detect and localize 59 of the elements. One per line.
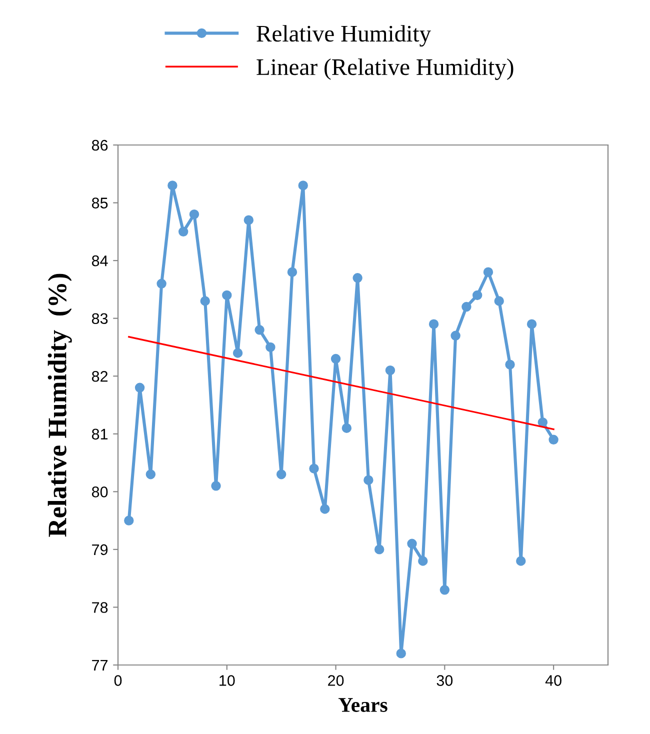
point xyxy=(124,516,134,526)
point xyxy=(483,267,494,277)
point xyxy=(276,469,286,480)
point xyxy=(309,464,319,474)
legend-label: Relative Humidity xyxy=(256,25,431,47)
y-tick-label: 78 xyxy=(92,602,108,613)
point xyxy=(526,319,537,329)
point xyxy=(287,267,298,277)
x-tick-label: 40 xyxy=(545,675,562,686)
point xyxy=(266,342,276,352)
point xyxy=(450,330,460,341)
x-tick-label: 20 xyxy=(328,675,344,686)
point xyxy=(494,296,504,306)
y-axis-title: Relative Humidity (%) xyxy=(48,274,72,537)
point xyxy=(254,325,264,335)
point xyxy=(548,434,558,445)
point xyxy=(505,360,515,370)
point xyxy=(222,290,232,300)
point xyxy=(342,423,352,433)
y-tick-label: 80 xyxy=(92,486,108,498)
point xyxy=(189,209,200,220)
y-tick-label: 85 xyxy=(92,198,108,208)
point xyxy=(440,585,450,595)
point xyxy=(472,290,482,300)
point xyxy=(232,348,243,358)
y-tick-label: 84 xyxy=(92,255,108,266)
point xyxy=(374,544,384,554)
point xyxy=(320,504,330,514)
point xyxy=(200,296,210,306)
x-tick-label: 10 xyxy=(220,675,235,686)
point xyxy=(538,417,548,428)
point xyxy=(396,648,406,658)
point xyxy=(211,481,221,491)
point xyxy=(178,226,188,237)
point xyxy=(407,538,417,549)
point xyxy=(352,273,362,283)
y-tick-label: 86 xyxy=(92,140,108,151)
point xyxy=(516,556,526,566)
y-tick-label: 79 xyxy=(92,544,108,556)
point xyxy=(330,354,341,364)
point xyxy=(418,556,428,566)
y-tick-label: 77 xyxy=(92,660,108,671)
legend-label: Linear (Relative Humidity) xyxy=(256,58,514,80)
point xyxy=(156,278,166,289)
point xyxy=(385,365,396,376)
point xyxy=(428,319,439,329)
x-tick-label: 0 xyxy=(114,675,122,686)
x-tick-label: 30 xyxy=(436,675,453,686)
point xyxy=(134,382,145,393)
x-axis-title: Years xyxy=(338,698,388,712)
point xyxy=(364,475,374,485)
point xyxy=(168,180,178,190)
y-tick-label: 81 xyxy=(92,428,108,440)
y-tick-label: 82 xyxy=(92,370,108,382)
point xyxy=(244,215,254,225)
y-tick-label: 83 xyxy=(92,313,108,324)
point xyxy=(146,469,156,480)
point xyxy=(462,302,472,312)
point xyxy=(298,180,308,190)
